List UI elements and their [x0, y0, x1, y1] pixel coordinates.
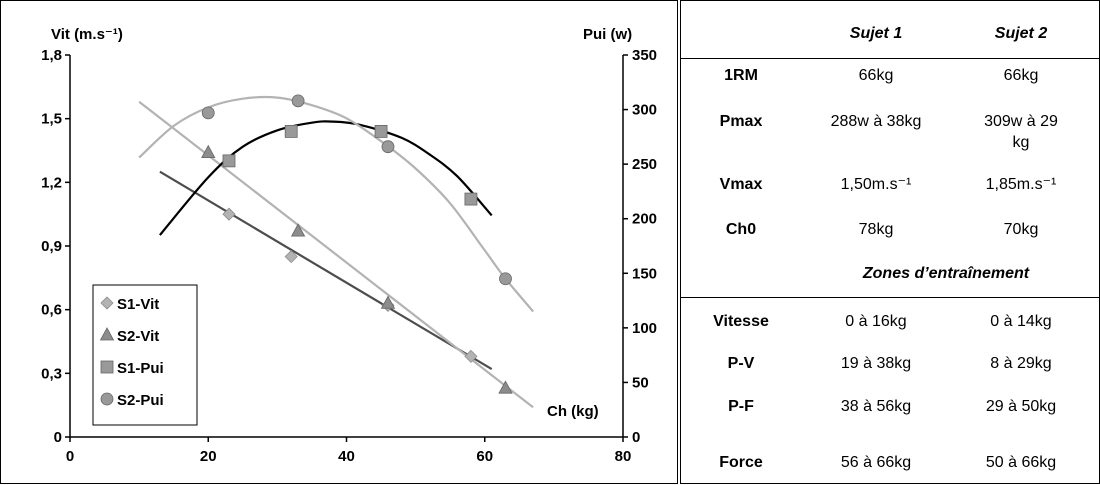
point-s1-pui — [374, 125, 388, 138]
y-right-tick-label: 150 — [632, 265, 657, 282]
point-s2-vit — [380, 295, 396, 309]
row-1rm-s1: 66kg — [858, 67, 894, 84]
chart-panel: 0 20 40 60 80 0 0,3 0,6 0,9 1,2 1,5 1,8 0 50 100 150 200… — [0, 0, 678, 484]
y-right-axis-label: Pui (w) — [583, 26, 632, 43]
row-pmax-s1: 288w à 38kg — [830, 113, 922, 130]
zone-pf-s1: 38 à 56kg — [840, 398, 912, 415]
row-label-pmax: Pmax — [719, 113, 763, 130]
point-s2-vit — [290, 223, 306, 237]
zone-force-s1: 56 à 66kg — [840, 454, 912, 471]
y-right-tick-label: 250 — [632, 156, 657, 173]
point-s2-pui — [291, 94, 305, 108]
header-divider — [681, 58, 1100, 59]
y-left-tick-label: 1,5 — [41, 111, 62, 128]
zones-divider — [681, 297, 1100, 298]
point-s2-pui — [381, 140, 395, 154]
zone-label-vitesse: Vitesse — [713, 313, 769, 330]
legend-marker-s2-pui — [100, 392, 114, 406]
header-sujet-2: Sujet 2 — [994, 25, 1048, 42]
zones-section-title: Zones d’entraînement — [862, 265, 1030, 282]
x-tick-label: 80 — [615, 448, 632, 465]
point-s2-vit — [201, 144, 216, 159]
row-label-1rm: 1RM — [724, 67, 758, 84]
legend-marker-s1-pui — [100, 360, 114, 374]
y-left-tick-label: 0,3 — [41, 365, 62, 382]
y-left-tick-label: 1,8 — [41, 47, 62, 64]
trendline-s1-pui — [159, 120, 493, 236]
legend-label-s1-vit: S1-Vit — [117, 296, 159, 313]
trendline-s1-vit — [159, 170, 493, 371]
y-left-tick-label: 0,6 — [41, 302, 62, 319]
row-label-vmax: Vmax — [719, 176, 763, 193]
y-left-axis-label: Vit (m.s⁻¹) — [51, 26, 123, 43]
y-left-tick-label: 1,2 — [41, 174, 62, 191]
point-s1-vit — [284, 250, 298, 264]
y-left-tick-label: 0,9 — [41, 238, 62, 255]
point-s1-pui — [284, 125, 298, 138]
y-right-tick-label: 0 — [632, 429, 640, 446]
legend-marker-s1-vit — [100, 296, 114, 310]
y-right-tick-label: 100 — [632, 320, 657, 337]
legend-label-s2-vit: S2-Vit — [117, 328, 159, 345]
x-tick-label: 0 — [66, 448, 74, 465]
legend-label-s2-pui: S2-Pui — [117, 392, 164, 409]
x-tick-label: 60 — [476, 448, 493, 465]
row-1rm-s2: 66kg — [1003, 67, 1039, 84]
chart-markers — [201, 94, 513, 394]
point-s1-pui — [464, 192, 478, 206]
point-s1-vit — [464, 349, 478, 363]
point-s1-vit — [222, 207, 236, 221]
y-right-tick-label: 300 — [632, 102, 657, 119]
row-vmax-s2: 1,85m.s⁻¹ — [985, 176, 1057, 193]
summary-table: Sujet 1 Sujet 2 1RM 66kg 66kg Pmax 288w … — [680, 0, 1100, 484]
row-pmax-s2: 309w à 29 kg — [984, 113, 1058, 151]
point-s2-vit — [498, 380, 513, 394]
point-s2-pui — [499, 272, 512, 286]
x-axis-label: Ch (kg) — [547, 403, 599, 420]
y-right-tick-label: 50 — [632, 374, 649, 391]
zone-vitesse-s2: 0 à 14kg — [990, 313, 1052, 330]
x-tick-label: 40 — [338, 448, 355, 465]
zone-label-pv: P-V — [727, 355, 755, 372]
chart-trendlines — [138, 95, 534, 409]
y-right-tick-label: 200 — [632, 211, 657, 228]
chart-legend: S1-Vit S2-Vit S1-Pui S2-Pui — [92, 284, 198, 426]
x-tick-label: 20 — [200, 448, 217, 465]
zone-pv-s1: 19 à 38kg — [840, 355, 912, 372]
legend-marker-s2-vit — [99, 327, 115, 341]
zone-label-pf: P-F — [728, 398, 754, 415]
chart-svg: 0 20 40 60 8000,30,60,91,21,51,8050100150200… — [41, 26, 657, 465]
header-sujet-1: Sujet 1 — [849, 25, 903, 42]
zone-pf-s2: 29 à 50kg — [985, 398, 1057, 415]
legend-label-s1-pui: S1-Pui — [117, 360, 164, 377]
row-ch0-s2: 70kg — [1003, 221, 1039, 238]
y-left-tick-label: 0 — [54, 429, 62, 446]
chart-ticks: 0 20 40 60 8000,30,60,91,21,51,8050100150200… — [41, 47, 657, 465]
row-ch0-s1: 78kg — [858, 221, 894, 238]
point-s2-pui — [201, 106, 215, 120]
zone-pv-s2: 8 à 29kg — [990, 355, 1052, 372]
point-s1-pui — [222, 154, 236, 168]
zone-force-s2: 50 à 66kg — [985, 454, 1057, 471]
row-label-ch0: Ch0 — [725, 221, 757, 238]
zone-label-force: Force — [719, 454, 763, 471]
row-vmax-s1: 1,50m.s⁻¹ — [840, 176, 912, 193]
y-right-tick-label: 350 — [632, 47, 657, 64]
zone-vitesse-s1: 0 à 16kg — [845, 313, 907, 330]
trendline-s2-vit — [138, 100, 534, 409]
